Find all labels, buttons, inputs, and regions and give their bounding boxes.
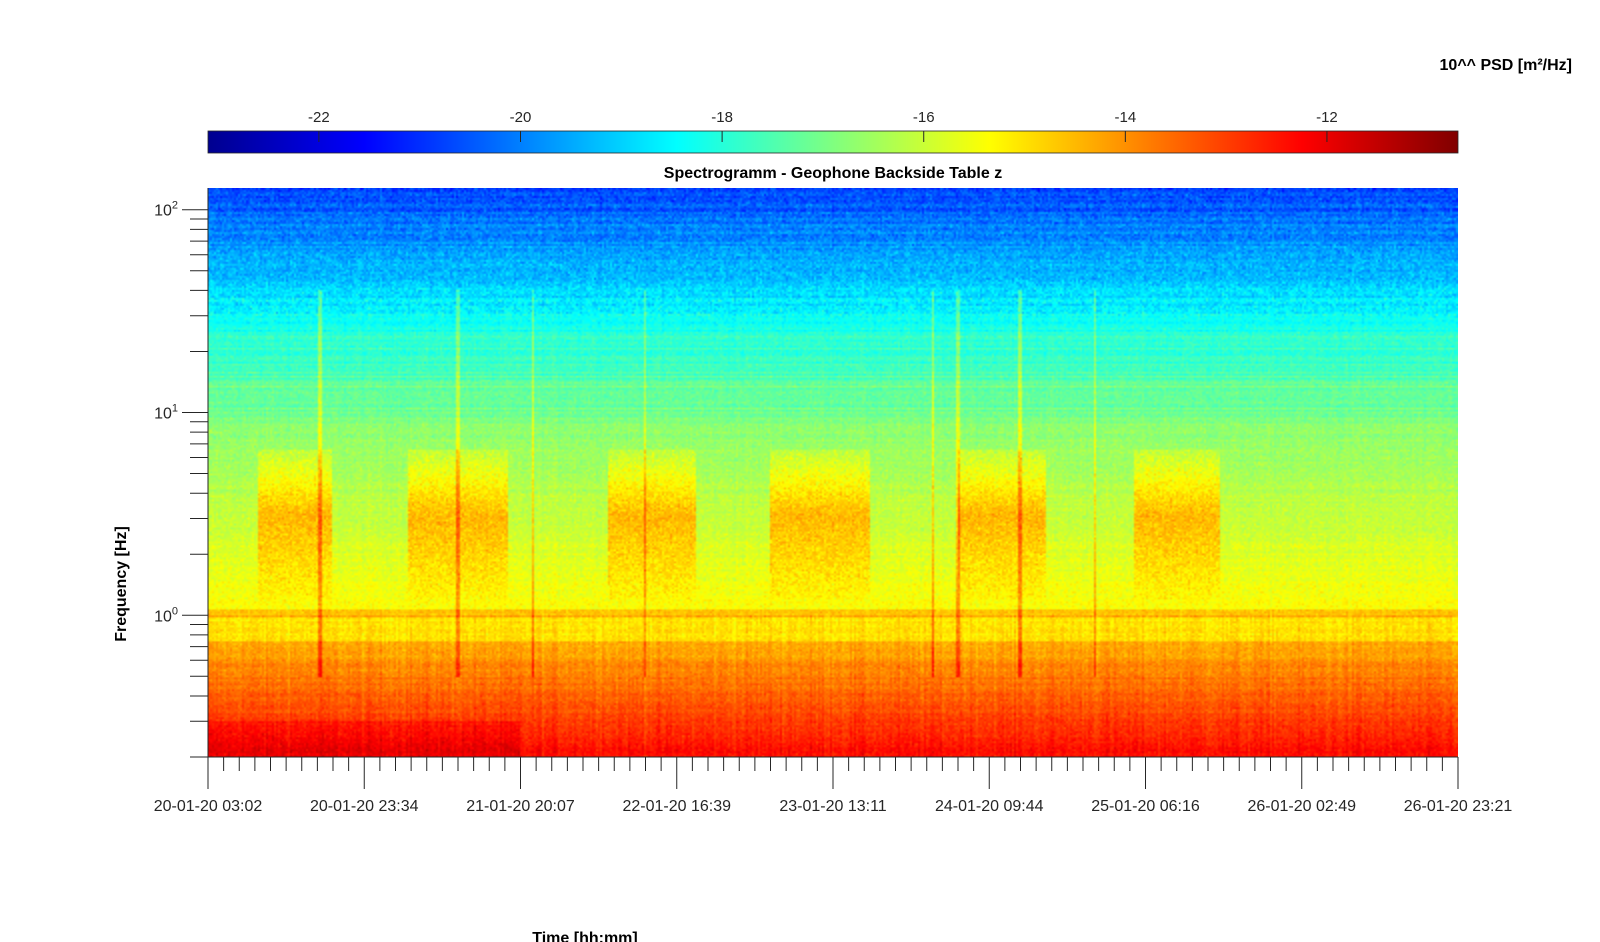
colorbar-unit-label: 10^^ PSD [m²/Hz] (1440, 57, 1572, 74)
y-tick-label: 100 (154, 605, 178, 625)
spectrogram-image (208, 188, 1458, 757)
x-tick-label: 25-01-20 06:16 (1091, 798, 1200, 815)
colorbar-tick-label: -18 (711, 109, 733, 126)
x-tick-label: 26-01-20 23:21 (1404, 798, 1513, 815)
y-tick-label: 101 (154, 403, 178, 423)
colorbar-tick-label: -22 (308, 109, 330, 126)
colorbar-tick-label: -12 (1316, 109, 1338, 126)
colorbar-gradient (207, 130, 1459, 154)
x-tick-label: 24-01-20 09:44 (935, 798, 1044, 815)
x-tick-label: 21-01-20 20:07 (466, 798, 575, 815)
colorbar-ticks: -22 -20 -18 -16 -14 -12 (308, 109, 1338, 142)
x-axis: 20-01-20 03:02 20-01-20 23:34 21-01-20 20:… (154, 756, 1513, 815)
x-tick-label: 26-01-20 02:49 (1247, 798, 1356, 815)
x-tick-label: 22-01-20 16:39 (622, 798, 731, 815)
colorbar-tick-label: -20 (510, 109, 532, 126)
x-tick-label: 20-01-20 23:34 (310, 798, 419, 815)
x-axis-label: Time [hh:mm] (532, 930, 637, 942)
y-tick-label: 102 (154, 200, 178, 220)
colorbar: -22 -20 -18 -16 -14 -12 10^^ PSD [m²/Hz] (207, 57, 1572, 154)
x-tick-label: 20-01-20 03:02 (154, 798, 263, 815)
chart-title: Spectrogramm - Geophone Backside Table z (664, 165, 1002, 182)
y-axis: 100 101 102 (154, 188, 209, 758)
colorbar-tick-label: -16 (913, 109, 935, 126)
x-tick-label: 23-01-20 13:11 (779, 798, 886, 815)
colorbar-tick-label: -14 (1114, 109, 1136, 126)
y-axis-label: Frequency [Hz] (113, 526, 130, 642)
